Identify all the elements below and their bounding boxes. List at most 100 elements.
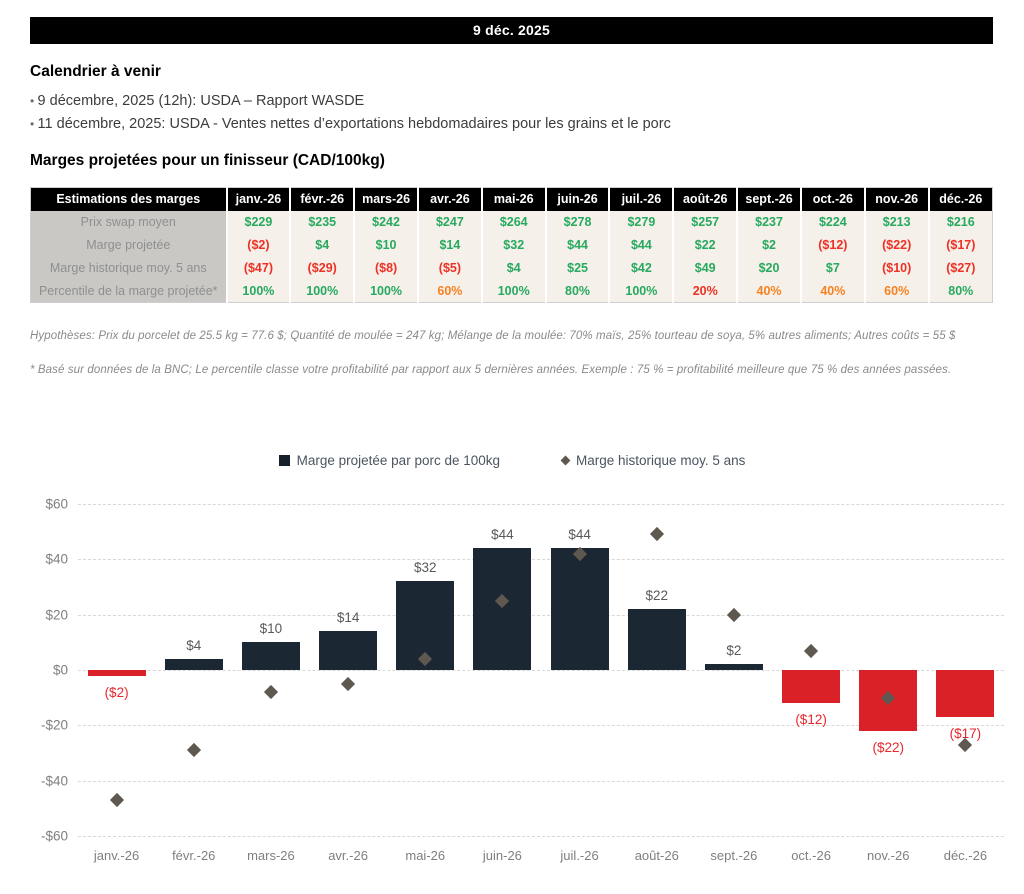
calendar-item: 9 décembre, 2025 (12h): USDA – Rapport W… [30, 90, 671, 113]
bar-mars-26 [241, 642, 300, 670]
table-cell: 40% [799, 279, 865, 303]
table-cell: ($47) [225, 256, 291, 280]
margins-table: Estimations des marges janv.-26 févr.-26 m… [30, 187, 993, 303]
table-cell: 100% [480, 279, 546, 303]
month-column-header: mai-26 [480, 187, 546, 211]
legend-label-projected: Marge projetée par porc de 100kg [296, 453, 501, 468]
x-axis-label: oct.-26 [791, 848, 831, 863]
gridline [78, 835, 1004, 837]
table-cell: 80% [544, 279, 610, 303]
month-column-header: juil.-26 [608, 187, 674, 211]
y-axis-tick-label: -$40 [40, 773, 68, 789]
historic-margin-marker [418, 651, 433, 666]
month-column-header: oct.-26 [799, 187, 865, 211]
table-cell: 60% [416, 279, 482, 303]
x-axis-label: juil.-26 [560, 848, 599, 863]
x-axis-label: juin-26 [482, 848, 522, 863]
table-cell: $2 [736, 233, 801, 257]
legend-label-historic: Marge historique moy. 5 ans [576, 453, 746, 468]
historic-margin-marker [726, 607, 741, 622]
bar-value-label: $32 [413, 560, 437, 576]
historic-margin-marker [186, 743, 201, 758]
table-cell: ($2) [225, 233, 291, 257]
bar-value-label: $44 [568, 527, 591, 543]
historic-margin-marker [804, 643, 819, 658]
x-axis-label: avr.-26 [328, 848, 368, 863]
bar-août-26 [627, 609, 686, 670]
x-axis-label: janv.-26 [93, 848, 140, 863]
row-label: Prix swap moyen [30, 210, 227, 234]
table-cell: 100% [353, 279, 418, 303]
x-axis-label: nov.-26 [867, 848, 910, 863]
report-date-bar: 9 déc. 2025 [30, 17, 993, 44]
table-cell: 60% [863, 279, 929, 303]
table-cell: $7 [799, 256, 865, 280]
bar-mai-26 [396, 581, 455, 670]
bar-nov.-26 [859, 670, 918, 731]
historic-margin-marker [341, 676, 356, 691]
gridline [78, 725, 1004, 727]
table-cell: $32 [480, 233, 546, 257]
bar-series-marker-icon [278, 455, 290, 466]
x-axis-label: déc.-26 [943, 848, 988, 863]
table-cell: 40% [736, 279, 801, 303]
calendar-list: 9 décembre, 2025 (12h): USDA – Rapport W… [30, 90, 671, 136]
table-cell: $22 [672, 233, 738, 257]
gridline [78, 614, 1004, 616]
table-cell: $4 [480, 256, 546, 280]
historic-margin-marker [109, 792, 124, 808]
margins-section-title: Marges projetées pour un finisseur (CAD/… [30, 152, 385, 169]
bar-juil.-26 [550, 548, 609, 670]
table-cell: $229 [225, 210, 291, 234]
bar-janv.-26 [87, 670, 146, 676]
table-cell: $224 [799, 210, 865, 234]
bar-oct.-26 [782, 670, 841, 704]
table-cell: ($27) [927, 256, 993, 280]
gridline [78, 670, 1004, 671]
month-column-header: août-26 [672, 187, 738, 211]
table-cell: ($10) [863, 256, 929, 280]
bar-value-label: $44 [491, 527, 514, 543]
x-axis-label: mai-26 [405, 848, 446, 863]
legend-item-projected-margin: Marge projetée par porc de 100kg [278, 453, 501, 468]
bar-value-label: ($17) [949, 726, 982, 742]
table-cell: $278 [544, 210, 610, 234]
month-column-header: févr.-26 [289, 187, 355, 211]
table-cell: $4 [289, 233, 355, 257]
table-cell: $14 [416, 233, 482, 257]
table-cell: $44 [608, 233, 674, 257]
table-row: Prix swap moyen $229 $235 $242 $247 $264 $278 $… [30, 210, 993, 234]
table-cell: $49 [672, 256, 738, 280]
month-column-header: sept.-26 [736, 187, 801, 211]
x-axis-label: mars-26 [247, 848, 295, 863]
x-axis-label: sept.-26 [710, 848, 758, 863]
table-cell: ($22) [863, 233, 929, 257]
diamond-series-marker-icon [560, 455, 571, 466]
legend-item-historic-margin: Marge historique moy. 5 ans [560, 453, 746, 468]
bar-sept.-26 [704, 664, 763, 670]
table-cell: $279 [608, 210, 674, 234]
bar-value-label: $2 [726, 643, 742, 659]
table-cell: ($8) [353, 256, 418, 280]
gridline [78, 559, 1004, 561]
table-cell: $247 [416, 210, 482, 234]
table-cell: $264 [480, 210, 546, 234]
table-cell: $213 [863, 210, 929, 234]
row-label: Percentile de la marge projetée* [30, 279, 227, 303]
table-cell: 100% [225, 279, 291, 303]
bar-value-label: $10 [259, 621, 283, 637]
bar-févr.-26 [164, 658, 223, 670]
month-column-header: nov.-26 [863, 187, 929, 211]
table-cell: $237 [736, 210, 801, 234]
table-cell: 100% [608, 279, 674, 303]
y-axis-tick-label: $40 [45, 551, 68, 567]
y-axis-tick-label: $20 [45, 607, 68, 623]
table-cell: $20 [736, 256, 801, 280]
historic-margin-marker [958, 737, 973, 752]
table-cell: $242 [353, 210, 418, 234]
y-axis-tick-label: $60 [45, 496, 68, 512]
month-column-header: déc.-26 [927, 187, 993, 211]
gridline [78, 780, 1004, 782]
chart-legend: Marge projetée par porc de 100kg Marge h… [0, 453, 1024, 468]
